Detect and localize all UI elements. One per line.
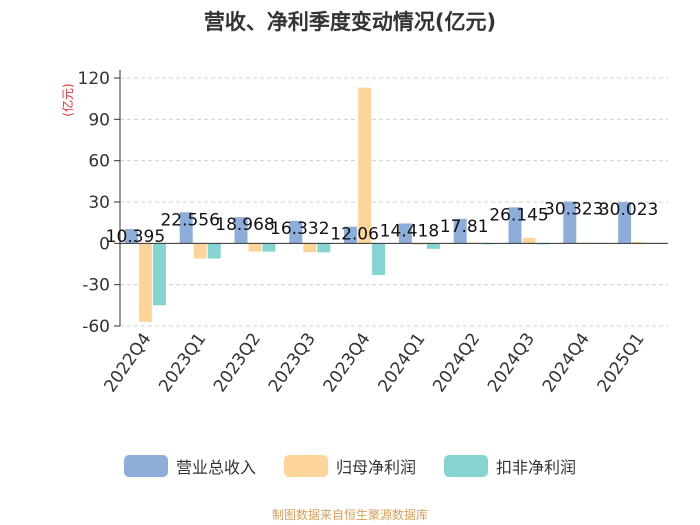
x-tick-label: 2023Q1 [155,329,210,396]
bar-series0-2023Q4 [344,226,358,244]
chart-legend: 营业总收入 归母净利润 扣非净利润 [0,454,700,478]
y-tick-label: 60 [88,152,110,172]
bar-series1-2025Q1 [632,241,646,244]
data-label-2022Q4: 10.395 [106,227,165,247]
bar-series1-2023Q3 [303,243,317,253]
legend-label-net-profit: 归母净利润 [335,458,416,477]
data-label-2023Q1: 22.556 [160,210,219,230]
x-tick-label: 2023Q4 [320,329,375,396]
x-tick-label: 2024Q4 [539,329,594,396]
bar-series0-2023Q1 [179,212,193,244]
data-label-2024Q3: 26.145 [489,205,548,225]
x-tick-label: 2023Q3 [265,329,320,396]
source-note: 制图数据来自恒生聚源数据库 [271,508,428,522]
legend-label-revenue: 营业总收入 [175,458,256,477]
y-axis-label: (亿元) [60,83,75,116]
x-tick-label: 2022Q4 [100,329,155,396]
bar-series2-2023Q4 [372,243,386,276]
data-label-2023Q4: 12.06 [330,225,379,245]
bar-series2-2023Q3 [317,243,331,253]
y-tick-label: 120 [78,69,110,89]
legend-item-net-profit[interactable]: 归母净利润 [283,454,416,478]
legend-swatch-revenue [123,455,168,477]
y-tick-label: 0 [99,234,110,254]
bar-series0-2023Q2 [234,217,248,244]
bar-series0-2022Q4 [124,229,138,244]
data-label-2023Q2: 18.968 [215,215,274,235]
y-tick-label: 90 [88,110,110,130]
x-tick-label: 2025Q1 [594,329,649,396]
bar-series1-2023Q2 [248,243,262,252]
x-tick-label: 2024Q1 [374,329,429,396]
bar-series0-2025Q1 [618,201,632,244]
y-tick-label: -30 [82,276,110,296]
bar-series2-2024Q1 [426,243,440,249]
bar-series2-2023Q2 [262,243,276,252]
legend-swatch-net-profit [283,455,328,477]
bar-series0-2023Q3 [289,220,303,244]
data-label-2024Q1: 14.418 [380,221,439,241]
data-label-2025Q1: 30.023 [599,200,658,220]
bar-series0-2024Q3 [508,207,522,244]
x-tick-label: 2023Q2 [210,329,265,396]
bar-series1-2023Q1 [193,243,207,259]
bar-series1-2022Q4 [138,243,152,322]
y-tick-label: 30 [88,193,110,213]
data-label-2024Q4: 30.323 [544,200,603,220]
x-tick-label: 2024Q3 [484,329,539,396]
y-tick-label: -60 [82,317,110,337]
legend-item-revenue[interactable]: 营业总收入 [123,454,256,478]
legend-item-deducted-profit[interactable]: 扣非净利润 [444,454,576,478]
x-tick-label: 2024Q2 [429,329,484,396]
data-label-2023Q3: 16.332 [270,219,329,239]
data-label-2024Q2: 17.81 [440,217,489,237]
legend-swatch-deducted-profit [444,455,488,477]
bar-series1-2023Q4 [358,87,372,244]
bar-series1-2024Q1 [412,243,426,245]
bar-series0-2024Q4 [563,201,577,244]
bar-series2-2023Q1 [207,243,221,259]
legend-label-deducted-profit: 扣非净利润 [496,458,577,477]
bar-series0-2024Q1 [398,223,412,244]
bar-series1-2024Q3 [522,237,536,244]
bar-series2-2022Q4 [152,243,166,306]
bar-series0-2024Q2 [453,218,467,244]
chart-title: 营收、净利季度变动情况(亿元) [203,10,497,34]
